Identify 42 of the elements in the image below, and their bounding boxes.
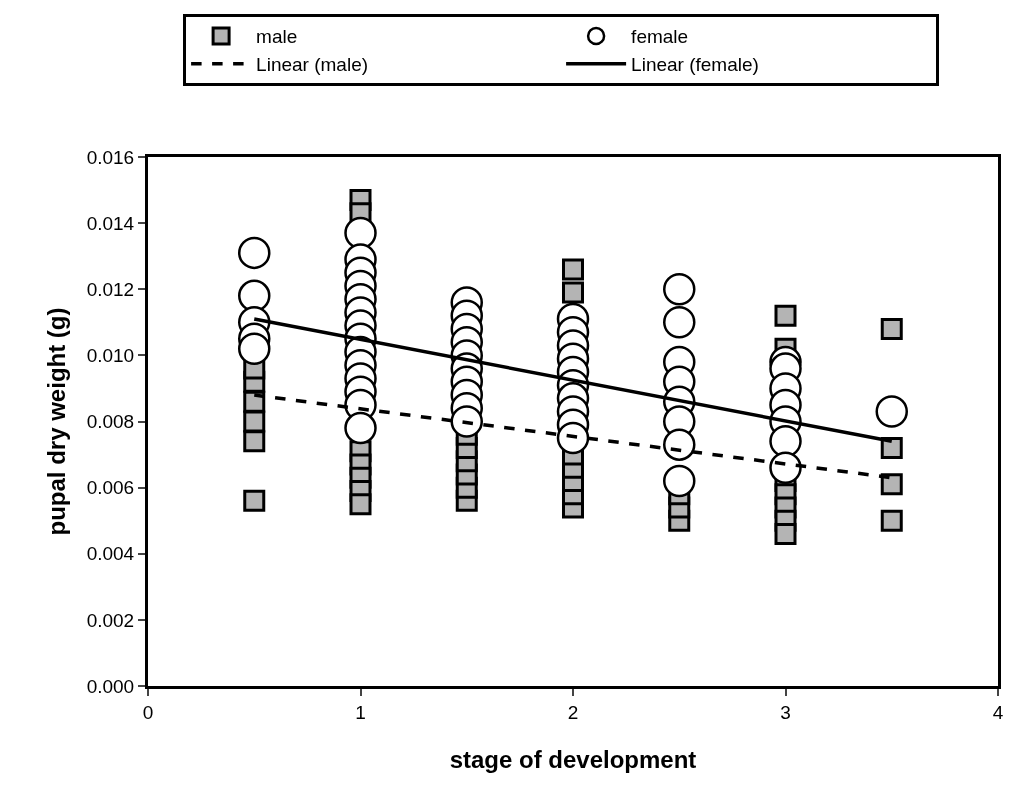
y-tick-label: 0.014	[86, 212, 135, 234]
y-tick-label: 0.010	[86, 345, 135, 367]
x-tick-label: 0	[142, 701, 154, 723]
legend-label: male	[256, 26, 298, 48]
point	[880, 473, 903, 496]
point	[562, 281, 584, 304]
point	[663, 464, 696, 498]
point	[880, 436, 903, 459]
y-tick-label: 0.016	[86, 146, 135, 168]
point	[663, 273, 696, 306]
point	[243, 410, 266, 433]
y-tick-label: 0.004	[86, 543, 135, 565]
point	[349, 493, 372, 516]
point	[663, 306, 696, 339]
point	[556, 421, 590, 455]
point	[774, 304, 797, 327]
x-axis-title: stage of development	[449, 746, 697, 774]
x-tick-label: 1	[355, 701, 366, 723]
legend-label: female	[631, 26, 689, 48]
point	[875, 395, 908, 428]
x-tick-label: 4	[992, 701, 1004, 723]
point	[774, 522, 797, 545]
y-axis-title: pupal dry weight (g)	[42, 307, 70, 536]
y-tick-label: 0.006	[86, 477, 135, 499]
x-tick-label: 3	[780, 701, 791, 723]
y-tick-label: 0.012	[86, 278, 135, 300]
point	[243, 489, 266, 512]
y-tick-label: 0.008	[86, 411, 135, 433]
point	[238, 332, 271, 365]
point	[769, 451, 802, 485]
point	[880, 509, 903, 532]
point	[880, 317, 903, 340]
y-tick-label: 0.000	[86, 675, 135, 697]
legend-label: Linear (female)	[631, 54, 759, 76]
point	[344, 411, 377, 445]
y-tick-label: 0.002	[86, 609, 135, 631]
point	[238, 236, 271, 270]
legend-label: Linear (male)	[256, 54, 369, 76]
x-tick-label: 2	[567, 701, 579, 723]
point	[663, 428, 696, 461]
point	[562, 258, 584, 281]
point	[450, 405, 483, 438]
